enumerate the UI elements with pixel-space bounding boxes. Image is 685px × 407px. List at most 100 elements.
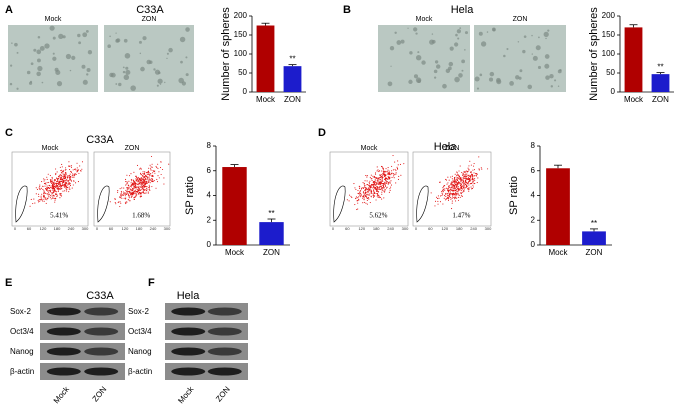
event-dot: [48, 195, 50, 197]
event-dot: [40, 195, 42, 197]
event-dot: [363, 198, 365, 200]
event-dot: [29, 205, 31, 207]
sphere: [29, 80, 33, 83]
event-dot: [357, 202, 359, 204]
event-dot: [454, 196, 456, 198]
event-dot: [457, 179, 459, 181]
event-dot: [46, 185, 48, 187]
sphere: [115, 83, 118, 85]
event-dot: [54, 182, 56, 184]
event-dot: [49, 179, 51, 181]
event-dot: [145, 178, 147, 180]
event-dot: [163, 183, 165, 185]
event-dot: [125, 181, 127, 183]
event-dot: [481, 168, 483, 170]
event-dot: [376, 170, 378, 172]
event-dot: [364, 189, 366, 191]
sphere: [459, 27, 462, 29]
event-dot: [129, 191, 131, 193]
event-dot: [65, 174, 67, 176]
event-dot: [465, 170, 467, 172]
event-dot: [469, 183, 471, 185]
event-dot: [358, 185, 360, 187]
sphere: [464, 31, 468, 35]
event-dot: [45, 197, 47, 199]
event-dot: [349, 194, 351, 196]
event-dot: [450, 187, 452, 189]
event-dot: [69, 185, 72, 187]
event-dot: [43, 178, 45, 180]
event-dot: [70, 166, 73, 168]
sphere: [554, 79, 557, 82]
event-dot: [51, 179, 53, 181]
event-dot: [465, 177, 467, 180]
event-dot: [62, 184, 64, 186]
event-dot: [400, 174, 402, 176]
event-dot: [33, 198, 35, 200]
x-tick-label: Mock: [624, 95, 644, 104]
significance: **: [289, 55, 295, 64]
event-dot: [139, 188, 141, 190]
sphere: [39, 46, 45, 51]
event-dot: [374, 191, 376, 193]
x-tick-label: Mock: [225, 248, 245, 257]
event-dot: [120, 202, 122, 204]
event-dot: [447, 198, 450, 200]
event-dot: [157, 167, 159, 169]
event-dot: [467, 167, 469, 169]
event-dot: [450, 196, 452, 198]
event-dot: [57, 177, 60, 180]
event-dot: [362, 195, 364, 197]
event-dot: [150, 168, 152, 170]
event-dot: [363, 187, 365, 189]
event-dot: [472, 177, 474, 179]
event-dot: [52, 190, 54, 192]
event-dot: [461, 188, 463, 190]
event-dot: [452, 192, 454, 194]
sphere: [435, 64, 441, 69]
event-dot: [151, 163, 153, 165]
event-dot: [150, 179, 152, 181]
event-dot: [403, 163, 405, 165]
event-dot: [384, 179, 386, 181]
y-tick-label: 100: [234, 49, 248, 58]
event-dot: [62, 179, 64, 181]
event-dot: [380, 196, 382, 198]
event-dot: [126, 183, 128, 185]
event-dot: [453, 186, 455, 188]
event-dot: [119, 201, 121, 203]
sphere: [65, 53, 72, 60]
event-dot: [387, 181, 389, 183]
event-dot: [46, 188, 48, 190]
event-dot: [43, 193, 45, 195]
event-dot: [447, 188, 449, 190]
panel-title: C33A: [86, 290, 114, 302]
sphere: [478, 31, 483, 36]
event-dot: [148, 184, 150, 186]
event-dot: [462, 177, 464, 179]
event-dot: [55, 186, 57, 188]
event-dot: [69, 188, 71, 190]
event-dot: [387, 167, 389, 169]
event-dot: [142, 178, 144, 180]
event-dot: [35, 187, 37, 189]
bar: [222, 167, 247, 245]
event-dot: [145, 171, 147, 174]
event-dot: [457, 177, 459, 179]
event-dot: [473, 169, 476, 171]
sphere: [547, 29, 550, 32]
event-dot: [451, 197, 453, 199]
event-dot: [59, 176, 61, 178]
event-dot: [143, 176, 146, 178]
event-dot: [456, 185, 458, 187]
sphere: [11, 42, 13, 44]
event-dot: [74, 168, 76, 170]
event-dot: [67, 180, 69, 182]
event-dot: [452, 181, 454, 183]
sphere: [544, 63, 550, 69]
event-dot: [158, 171, 160, 173]
event-dot: [384, 183, 386, 185]
event-dot: [388, 172, 390, 174]
event-dot: [130, 173, 132, 175]
event-dot: [149, 186, 151, 188]
